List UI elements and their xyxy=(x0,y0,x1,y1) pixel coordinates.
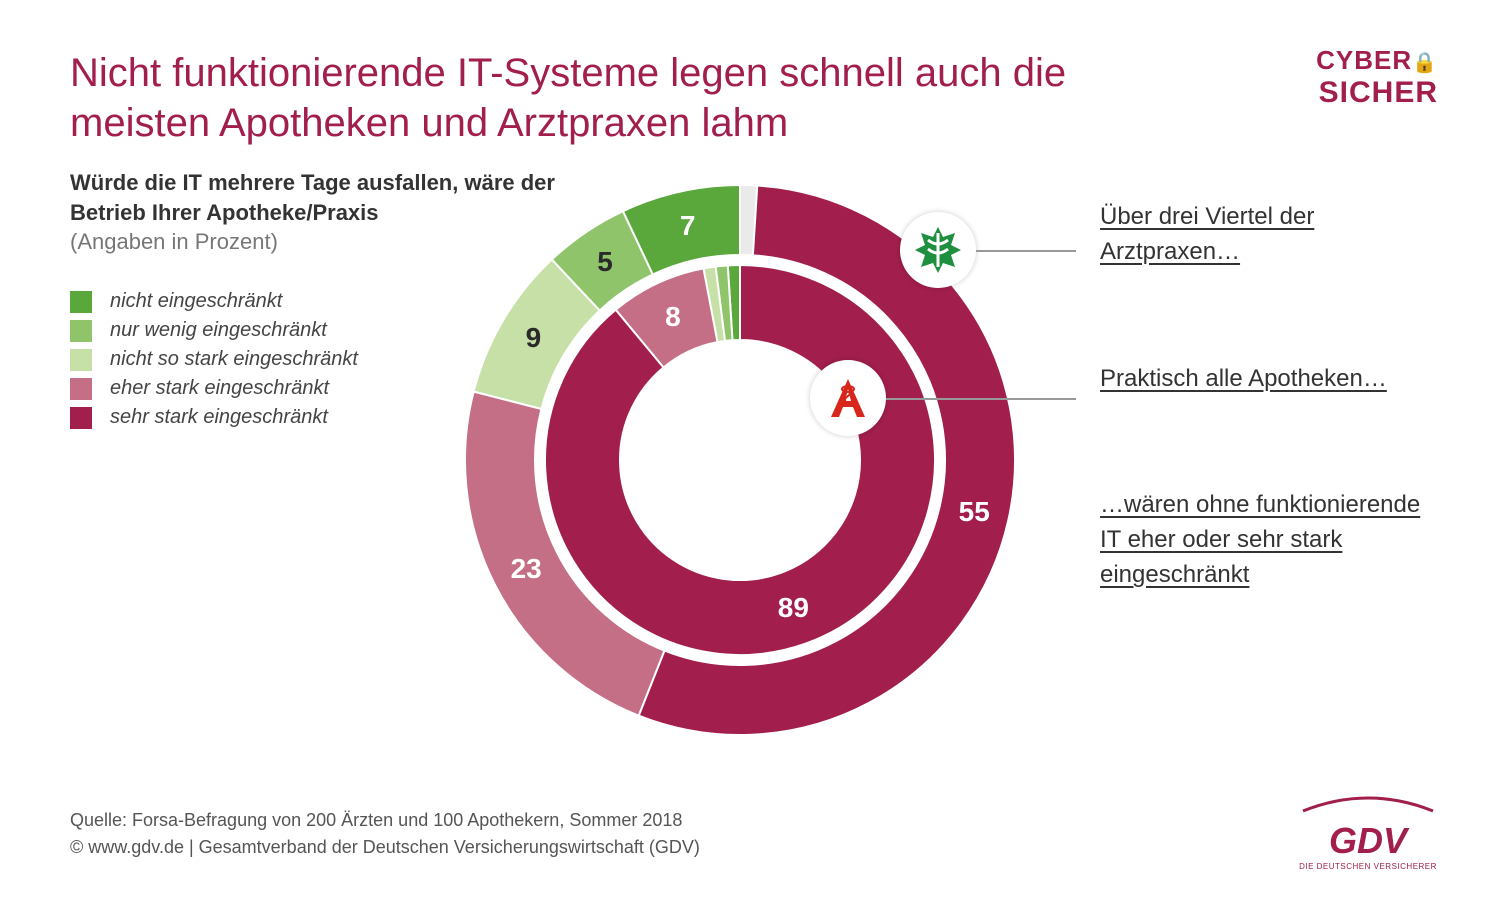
legend-label: nicht eingeschränkt xyxy=(110,290,282,313)
gdv-tagline: DIE DEUTSCHEN VERSICHERER xyxy=(1298,862,1438,871)
arztpraxis-icon xyxy=(900,212,976,288)
medical-star-icon xyxy=(913,225,963,275)
leader-line-apo xyxy=(886,398,1076,400)
callout-apotheken: Praktisch alle Apotheken… xyxy=(1100,362,1430,397)
cyber-sicher-logo: CYBER🔒 SICHER xyxy=(1316,45,1438,110)
legend-label: nur wenig eingeschränkt xyxy=(110,319,327,342)
legend-item: nicht so stark eingeschränkt xyxy=(70,348,358,371)
slice-value-label: 89 xyxy=(778,592,809,624)
slice-value-label: 5 xyxy=(597,246,613,278)
legend-swatch xyxy=(70,378,92,400)
page-title: Nicht funktionierende IT-Systeme legen s… xyxy=(70,48,1120,148)
legend-swatch xyxy=(70,349,92,371)
source-line2: © www.gdv.de | Gesamtverband der Deutsch… xyxy=(70,834,700,861)
gdv-logo: GDV DIE DEUTSCHEN VERSICHERER xyxy=(1298,791,1438,871)
slice-value-label: 8 xyxy=(665,301,681,333)
slice-value-label: 23 xyxy=(511,553,542,585)
gdv-arc-icon xyxy=(1298,791,1438,815)
legend-label: eher stark eingeschränkt xyxy=(110,377,329,400)
legend-swatch xyxy=(70,320,92,342)
legend-item: nur wenig eingeschränkt xyxy=(70,319,358,342)
callout-group: Über drei Viertel der Arztpraxen… Prakti… xyxy=(1100,200,1430,593)
slice-value-label: 55 xyxy=(959,496,990,528)
legend-swatch xyxy=(70,407,92,429)
legend: nicht eingeschränkt nur wenig eingeschrän… xyxy=(70,290,358,435)
leader-line-arzt xyxy=(976,250,1076,252)
legend-label: nicht so stark eingeschränkt xyxy=(110,348,358,371)
legend-item: sehr stark eingeschränkt xyxy=(70,406,358,429)
apotheke-a-icon xyxy=(825,375,871,421)
source-line1: Quelle: Forsa-Befragung von 200 Ärzten u… xyxy=(70,807,700,834)
slice-value-label: 7 xyxy=(680,210,696,242)
gdv-text: GDV xyxy=(1298,820,1438,862)
apotheke-icon xyxy=(810,360,886,436)
legend-swatch xyxy=(70,291,92,313)
slice-value-label: 9 xyxy=(526,322,542,354)
cyber-logo-line1: CYBER🔒 xyxy=(1316,45,1438,76)
source-citation: Quelle: Forsa-Befragung von 200 Ärzten u… xyxy=(70,807,700,861)
donut-slice xyxy=(545,265,935,655)
donut-chart: 7 5 9 23 55 8 89 xyxy=(460,180,1020,740)
legend-label: sehr stark eingeschränkt xyxy=(110,406,328,429)
callout-arztpraxen: Über drei Viertel der Arztpraxen… xyxy=(1100,200,1430,270)
cyber-logo-line2: SICHER xyxy=(1316,76,1438,110)
legend-item: eher stark eingeschränkt xyxy=(70,377,358,400)
legend-item: nicht eingeschränkt xyxy=(70,290,358,313)
callout-conclusion: …wären ohne funktionierende IT eher oder… xyxy=(1100,488,1430,592)
